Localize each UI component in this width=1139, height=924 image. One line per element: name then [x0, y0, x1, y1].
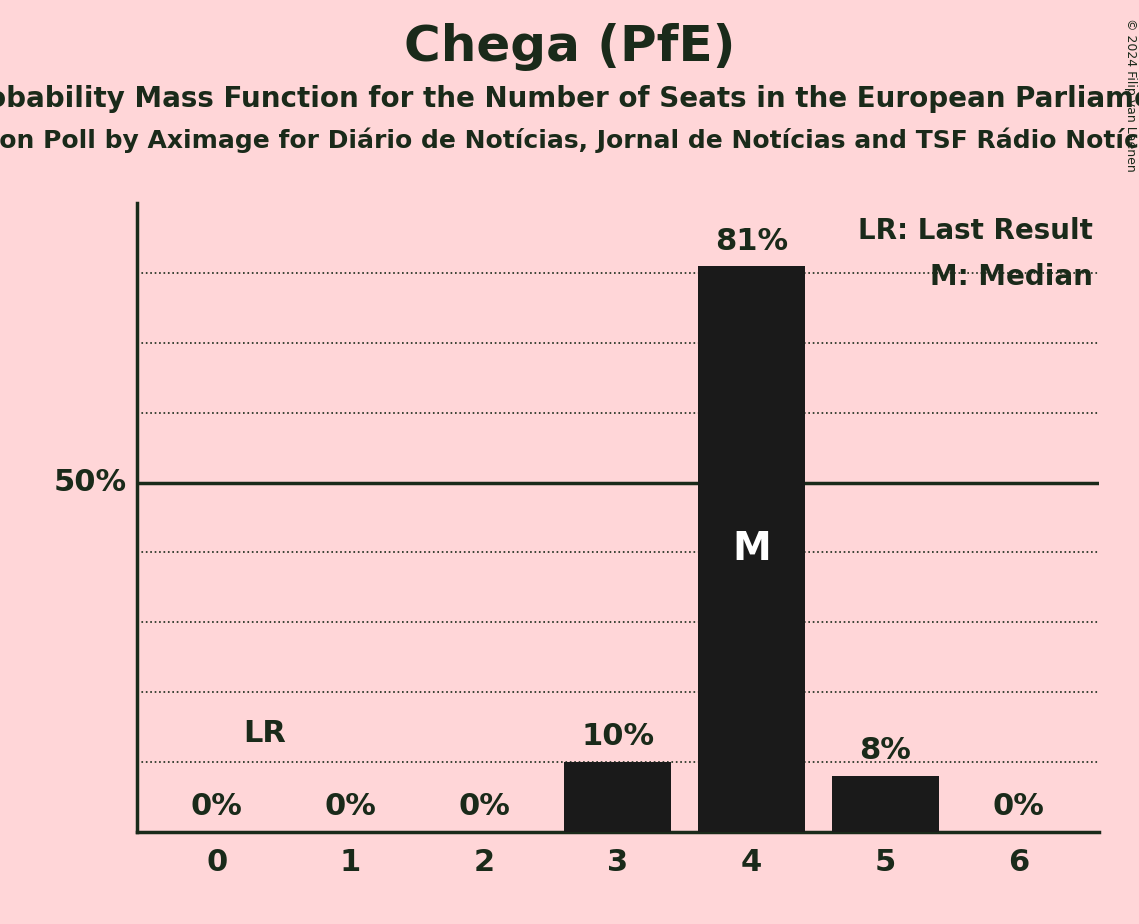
Text: M: M — [732, 529, 771, 568]
Text: Opinion Poll by Aximage for Diário de Notícias, Jornal de Notícias and TSF Rádio: Opinion Poll by Aximage for Diário de No… — [0, 128, 1139, 153]
Text: 50%: 50% — [54, 468, 128, 497]
Text: 0%: 0% — [191, 792, 243, 821]
Text: 0%: 0% — [993, 792, 1044, 821]
Bar — [831, 776, 939, 832]
Text: 0%: 0% — [325, 792, 377, 821]
Bar — [565, 761, 671, 832]
Text: 10%: 10% — [581, 723, 655, 751]
Text: 0%: 0% — [458, 792, 510, 821]
Text: Probability Mass Function for the Number of Seats in the European Parliament: Probability Mass Function for the Number… — [0, 85, 1139, 113]
Text: LR: Last Result: LR: Last Result — [858, 217, 1092, 245]
Bar — [698, 266, 805, 832]
Text: LR: LR — [244, 719, 287, 748]
Text: 81%: 81% — [715, 226, 788, 256]
Text: M: Median: M: Median — [929, 262, 1092, 291]
Text: © 2024 Filip van Laenen: © 2024 Filip van Laenen — [1124, 18, 1137, 172]
Text: 8%: 8% — [859, 736, 911, 765]
Text: Chega (PfE): Chega (PfE) — [404, 23, 735, 71]
